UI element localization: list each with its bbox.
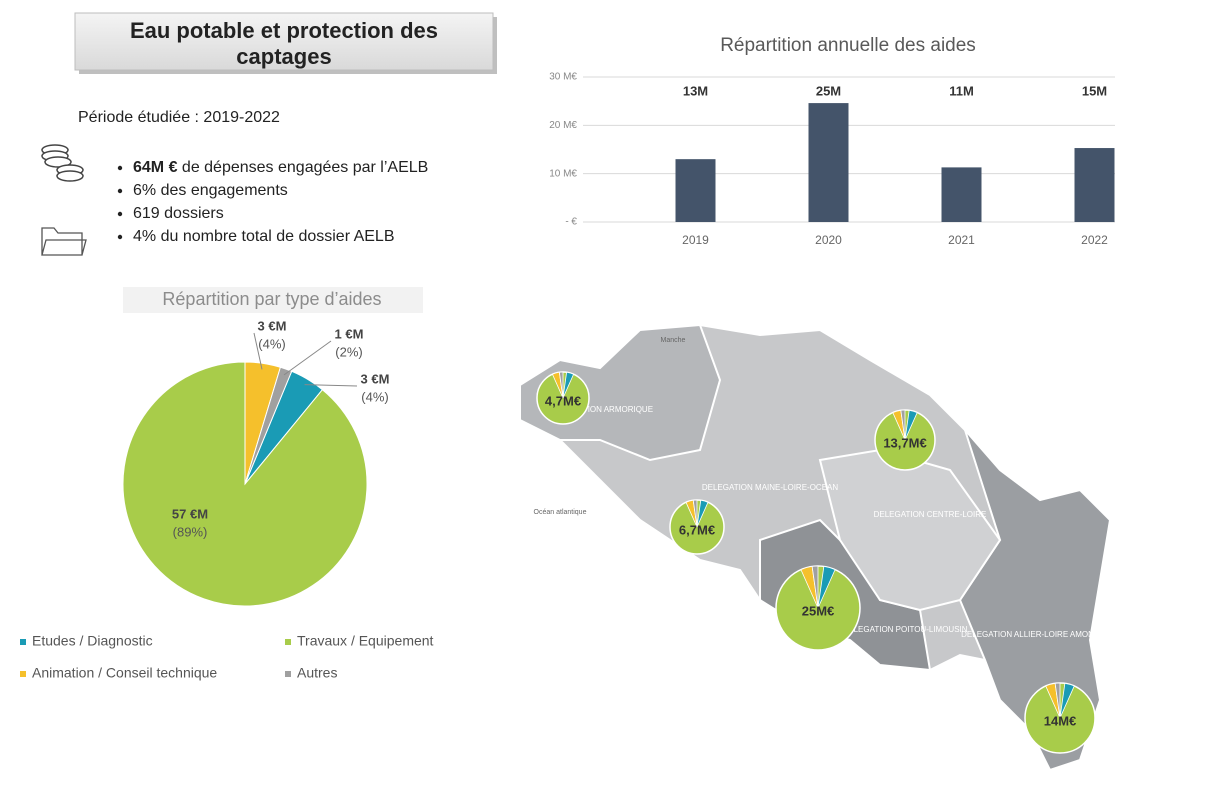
leader-line bbox=[283, 340, 332, 376]
value-label: 57 €M bbox=[172, 506, 208, 521]
map bbox=[519, 323, 1112, 772]
region-name: DELEGATION POITOU-LIMOUSIN bbox=[842, 625, 967, 634]
value-label: 1 €M bbox=[335, 326, 364, 341]
region-slice bbox=[900, 409, 906, 441]
region-slice bbox=[692, 499, 698, 528]
period: Période étudiée : 2019-2022 bbox=[78, 109, 280, 126]
region-name: DELEGATION ALLIER-LOIRE AMONT bbox=[961, 630, 1099, 639]
percent-label: (89%) bbox=[173, 524, 208, 539]
chart-title-bg bbox=[123, 287, 423, 313]
legend-swatch bbox=[285, 671, 291, 677]
legend-label: Autres bbox=[297, 665, 337, 681]
bullet bbox=[117, 211, 123, 217]
chart-title: Répartition par type d’aides bbox=[162, 289, 381, 309]
facts: 64M € de dépenses engagées par l’AELB 6% … bbox=[117, 159, 428, 245]
fact: 64M € de dépenses engagées par l’AELB bbox=[133, 159, 428, 176]
region-name: DELEGATION ARMORIQUE bbox=[551, 405, 653, 414]
region-name: DELEGATION CENTRE-LOIRE bbox=[874, 510, 987, 519]
leader-line bbox=[253, 332, 263, 370]
region-slice bbox=[558, 371, 564, 399]
region-slice bbox=[1054, 682, 1061, 719]
bar bbox=[941, 167, 982, 222]
fact-text: 619 dossiers bbox=[133, 205, 224, 222]
coins-icon bbox=[41, 144, 84, 182]
leader-line bbox=[304, 384, 358, 387]
value-label: 3 €M bbox=[361, 371, 390, 386]
map-label: Océan atlantique bbox=[534, 509, 587, 516]
map-label: Manche bbox=[661, 337, 686, 344]
region-amount: 13,7M€ bbox=[883, 435, 926, 450]
y-tick-label: 20 M€ bbox=[549, 120, 577, 131]
region-slice bbox=[904, 409, 918, 441]
y-tick-label: 30 M€ bbox=[549, 72, 577, 83]
legend-label: Travaux / Equipement bbox=[297, 633, 434, 649]
legend-swatch bbox=[285, 639, 291, 645]
region-amount: 4,7M€ bbox=[545, 393, 581, 408]
region-slice bbox=[811, 565, 819, 609]
map-labels: Manche Océan atlantique DELEGATION ARMORIQ… bbox=[534, 337, 1099, 754]
value-label: 25M bbox=[816, 83, 841, 98]
region-amount: 6,7M€ bbox=[679, 522, 715, 537]
legend-swatch bbox=[20, 639, 26, 645]
fact-text: de dépenses engagées par l’AELB bbox=[177, 159, 428, 176]
legend-swatch bbox=[20, 671, 26, 677]
x-tick-label: 2020 bbox=[815, 233, 842, 247]
title: Eau potable et protection des bbox=[130, 18, 438, 43]
percent-label: (2%) bbox=[335, 344, 362, 359]
region-slice bbox=[1059, 682, 1075, 719]
bullet bbox=[117, 234, 123, 240]
y-tick-label: - € bbox=[565, 217, 577, 228]
x-tick-label: 2019 bbox=[682, 233, 709, 247]
value-label: 3 €M bbox=[258, 318, 287, 333]
bar bbox=[808, 103, 849, 222]
percent-label: (4%) bbox=[258, 336, 285, 351]
value-label: 13M bbox=[683, 83, 708, 98]
fact-bold: 64M € bbox=[133, 159, 178, 176]
folder-icon bbox=[41, 227, 87, 256]
fact: 6% des engagements bbox=[133, 182, 288, 199]
region-slice bbox=[562, 371, 575, 399]
region-amount: 14M€ bbox=[1044, 713, 1077, 728]
bullet bbox=[117, 188, 123, 194]
fact: 619 dossiers bbox=[133, 205, 224, 222]
x-tick-label: 2022 bbox=[1081, 233, 1108, 247]
y-tick-label: 10 M€ bbox=[549, 168, 577, 179]
chart-title: Répartition annuelle des aides bbox=[720, 35, 976, 56]
title: captages bbox=[236, 44, 331, 69]
legend-label: Etudes / Diagnostic bbox=[32, 633, 153, 649]
fact: 4% du nombre total de dossier AELB bbox=[133, 228, 395, 245]
bar bbox=[1074, 148, 1115, 222]
legend-label: Animation / Conseil technique bbox=[32, 665, 217, 681]
x-tick-label: 2021 bbox=[948, 233, 975, 247]
region-amount: 25M€ bbox=[802, 603, 835, 618]
region-name: DELEGATION MAINE-LOIRE-OCEAN bbox=[702, 483, 839, 492]
fact-text: 6% des engagements bbox=[133, 182, 288, 199]
region-slice bbox=[817, 565, 836, 609]
title-box bbox=[74, 12, 494, 71]
percent-label: (4%) bbox=[361, 389, 388, 404]
value-label: 15M bbox=[1082, 83, 1107, 98]
bullet bbox=[117, 165, 123, 171]
pie-slice bbox=[244, 366, 293, 485]
value-label: 11M bbox=[949, 83, 974, 98]
fact-text: 4% du nombre total de dossier AELB bbox=[133, 228, 395, 245]
region-slice bbox=[696, 499, 709, 528]
bar bbox=[675, 159, 716, 222]
